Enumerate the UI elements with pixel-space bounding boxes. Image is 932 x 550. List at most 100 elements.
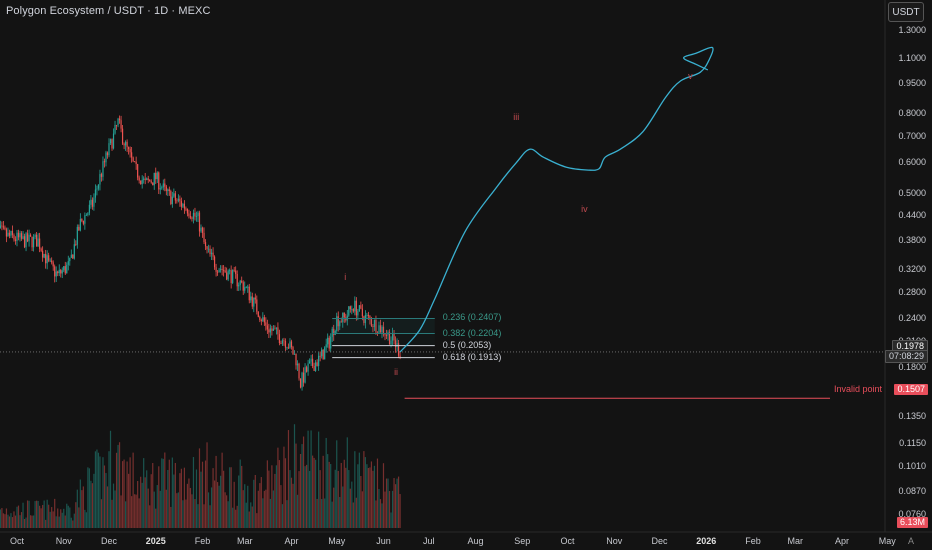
- candle-body: [352, 309, 354, 312]
- volume-bar: [308, 470, 311, 528]
- invalid-price-badge: 0.1507: [894, 384, 928, 395]
- volume-bar: [36, 500, 38, 528]
- candle-body: [180, 201, 182, 207]
- price-tick-label: 0.0870: [898, 485, 926, 496]
- volume-bar: [75, 502, 77, 528]
- volume-bar: [10, 513, 12, 528]
- volume-bar: [189, 487, 192, 528]
- volume-bar: [253, 479, 255, 528]
- candle-body: [168, 189, 170, 192]
- volume-bar: [2, 513, 5, 528]
- candle-body: [170, 191, 172, 204]
- candle-body: [48, 255, 50, 261]
- volume-bar: [337, 470, 339, 528]
- candle-body: [324, 347, 326, 360]
- volume-bar: [251, 506, 253, 528]
- candle-body: [340, 321, 342, 323]
- candle-body: [45, 254, 47, 264]
- volume-bar: [93, 473, 95, 528]
- volume-bar: [292, 483, 294, 528]
- auto-scale-icon[interactable]: A: [907, 536, 914, 546]
- volume-bar: [111, 499, 113, 528]
- candle-body: [173, 193, 175, 197]
- volume-bar: [109, 430, 112, 528]
- volume-bar: [134, 494, 136, 528]
- volume-bar: [382, 463, 385, 528]
- volume-bar: [1, 508, 3, 528]
- candle-body: [397, 343, 400, 356]
- candle-body: [73, 244, 75, 259]
- volume-bar: [221, 452, 223, 528]
- volume-bar: [391, 490, 394, 528]
- volume-bar: [262, 498, 264, 528]
- candle-body: [327, 337, 329, 345]
- candle-body: [319, 355, 321, 357]
- candle-body: [49, 260, 51, 262]
- candle-body: [308, 361, 311, 364]
- candle-body: [51, 260, 53, 263]
- candle-body: [82, 220, 84, 224]
- candle-body: [153, 172, 155, 186]
- volume-bar: [97, 452, 100, 528]
- volume-bar: [298, 471, 300, 528]
- volume-bar: [336, 440, 338, 528]
- volume-bar: [259, 483, 261, 528]
- candle-body: [179, 198, 181, 202]
- volume-bar: [70, 517, 72, 528]
- volume-bar: [203, 504, 205, 528]
- candle-body: [2, 226, 5, 228]
- volume-bar: [233, 481, 235, 528]
- candle-body: [307, 363, 309, 372]
- candle-body: [281, 340, 284, 344]
- candle-body: [212, 252, 214, 257]
- volume-bar: [281, 504, 284, 528]
- volume-bar: [385, 478, 388, 528]
- volume-bar: [204, 460, 207, 528]
- volume-bar: [45, 519, 47, 528]
- volume-bar: [177, 492, 179, 528]
- volume-group: [0, 424, 401, 528]
- candle-body: [108, 143, 110, 156]
- volume-bar: [229, 467, 231, 528]
- candle-body: [242, 282, 244, 291]
- candle-body: [189, 216, 192, 218]
- candle-body: [171, 196, 173, 204]
- volume-bar: [103, 465, 106, 528]
- candle-body: [31, 236, 33, 248]
- volume-bar: [5, 508, 8, 528]
- volume-bar: [343, 459, 345, 528]
- candle-body: [227, 270, 229, 280]
- candle-body: [123, 143, 125, 146]
- time-tick-label: May: [328, 536, 346, 546]
- volume-bar: [194, 499, 196, 528]
- volume-bar: [355, 497, 357, 528]
- candle-body: [315, 362, 317, 371]
- volume-bar: [197, 504, 199, 528]
- volume-bar: [370, 461, 373, 528]
- volume-bar: [352, 502, 354, 528]
- volume-bar: [348, 470, 350, 528]
- volume-bar: [155, 508, 157, 528]
- candle-body: [78, 226, 80, 231]
- candle-body: [366, 314, 368, 316]
- volume-bar: [226, 495, 228, 528]
- currency-button[interactable]: USDT: [888, 2, 924, 22]
- candle-body: [52, 262, 54, 267]
- volume-bar: [316, 498, 318, 528]
- candle-body: [218, 269, 220, 273]
- price-tick-label: 0.4400: [898, 209, 926, 220]
- fibonacci-group: [332, 317, 435, 359]
- volume-bar: [158, 466, 160, 528]
- volume-bar: [325, 437, 327, 528]
- volume-bar: [296, 494, 299, 528]
- volume-bar: [188, 478, 190, 528]
- candle-body: [239, 280, 241, 285]
- volume-bar: [186, 483, 189, 528]
- volume-bar: [265, 489, 267, 528]
- candle-body: [102, 161, 104, 177]
- candle-body: [131, 152, 133, 158]
- volume-bar: [58, 516, 60, 528]
- candle-body: [296, 363, 299, 366]
- volume-bar: [84, 509, 86, 528]
